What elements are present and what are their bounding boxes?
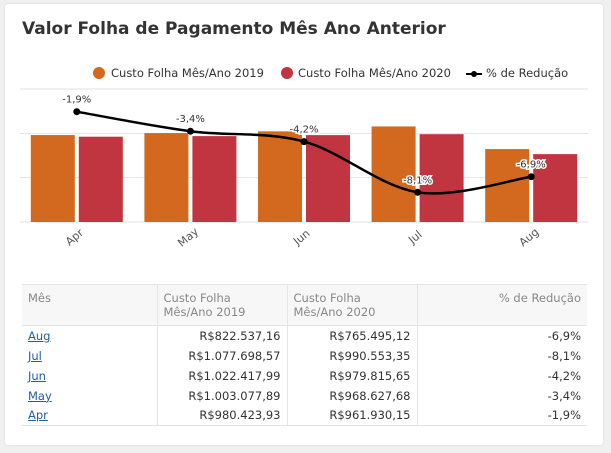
cell-cost-2019: R$1.077.698,57 [157,345,288,366]
month-link[interactable]: Apr [28,408,48,423]
table-row: Aug R$822.537,16 R$765.495,12 -6,9% [22,325,587,346]
x-tick-label-may: May [175,225,201,250]
header-month[interactable]: Mês [22,284,158,326]
x-tick-label-apr: Apr [63,226,86,248]
bar-2019-jun[interactable] [258,131,302,222]
header-cost-2019[interactable]: Custo Folha Mês/Ano 2019 [157,284,288,326]
month-link[interactable]: Aug [28,328,51,343]
bar-2020-aug[interactable] [533,154,578,222]
cell-cost-2020: R$765.495,12 [287,325,418,346]
month-link[interactable]: May [28,388,52,403]
x-tick-label-jun: Jun [290,227,312,249]
reduction-point-jul[interactable] [414,188,422,196]
bar-2019-jul[interactable] [371,126,416,222]
reduction-label-apr: -1,9% [62,95,91,106]
table-row: May R$1.003.077,89 R$968.627,68 -3,4% [22,385,587,406]
reduction-label-jun: -4,2% [289,125,318,136]
table-row: Jul R$1.077.698,57 R$990.553,35 -8,1% [22,345,587,366]
month-link[interactable]: Jul [28,348,42,363]
legend-label-2020[interactable]: Custo Folha Mês/Ano 2020 [298,66,451,80]
x-tick-label-aug: Aug [517,225,542,249]
table-row: Jun R$1.022.417,99 R$979.815,65 -4,2% [22,365,587,386]
bar-2019-apr[interactable] [30,135,75,222]
cell-cost-2019: R$822.537,16 [157,325,288,346]
header-cost-2020[interactable]: Custo Folha Mês/Ano 2020 [287,284,418,326]
bar-2020-jul[interactable] [419,134,464,222]
bar-2020-may[interactable] [192,136,237,222]
legend-swatch-2020 [281,67,293,79]
chart-title: Valor Folha de Pagamento Mês Ano Anterio… [22,19,446,39]
cell-cost-2020: R$979.815,65 [287,365,418,386]
combo-chart: -1,9% -3,4% -4,2% -8,1% -6,9% Apr May Jun Jul Au… [20,88,588,250]
chart-card: Valor Folha de Pagamento Mês Ano Anterio… [5,4,603,445]
cell-cost-2019: R$1.003.077,89 [157,385,288,406]
cell-cost-2019: R$980.423,93 [157,405,288,426]
reduction-label-jul: -8,1% [403,175,432,186]
table-row: Apr R$980.423,93 R$961.930,15 -1,9% [22,405,587,426]
cell-cost-2020: R$990.553,35 [287,345,418,366]
bar-2020-apr[interactable] [78,136,123,222]
cell-cost-2019: R$1.022.417,99 [157,365,288,386]
header-reduction[interactable]: % de Redução [417,284,587,326]
bar-2020-jun[interactable] [306,135,350,222]
legend-line-icon [466,71,482,77]
cell-reduction: -3,4% [547,388,581,403]
x-tick-label-jul: Jul [405,228,424,247]
bar-2019-may[interactable] [144,133,189,222]
month-link[interactable]: Jun [28,368,46,383]
legend-label-reduction[interactable]: % de Redução [486,66,569,80]
reduction-point-apr[interactable] [73,108,81,116]
reduction-point-may[interactable] [186,127,194,135]
cell-reduction: -8,1% [547,348,581,363]
reduction-label-aug: -6,9% [517,160,546,171]
cell-cost-2020: R$961.930,15 [287,405,418,426]
cell-reduction: -1,9% [417,405,587,426]
data-table: Mês Custo Folha Mês/Ano 2019 Custo Folha… [22,284,587,426]
reduction-point-jun[interactable] [300,138,308,146]
reduction-label-may: -3,4% [176,114,205,125]
reduction-point-aug[interactable] [527,173,535,181]
cell-reduction: -4,2% [547,368,581,383]
cell-cost-2020: R$968.627,68 [287,385,418,406]
legend-label-2019[interactable]: Custo Folha Mês/Ano 2019 [111,66,264,80]
cell-reduction: -6,9% [547,328,581,343]
legend-swatch-2019 [93,67,105,79]
